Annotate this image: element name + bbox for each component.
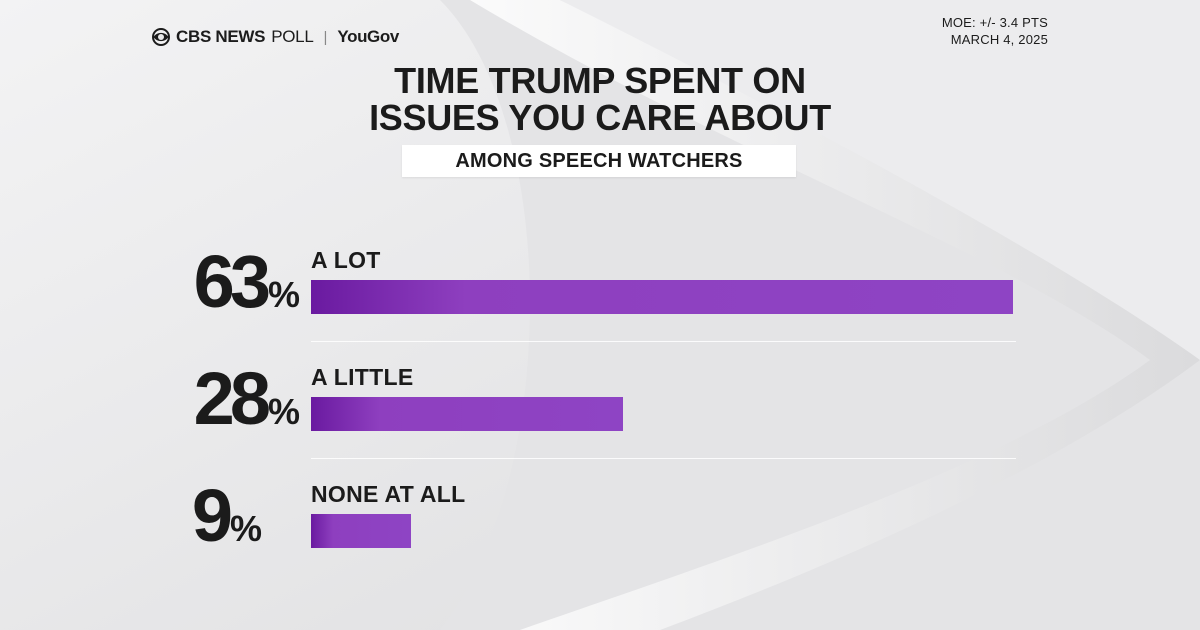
brand-logo: CBS NEWS POLL | YouGov (152, 26, 399, 48)
cbs-eye-icon (152, 28, 170, 46)
value-label: 28% (0, 356, 300, 441)
row-divider (311, 341, 1016, 342)
chart-title: TIME TRUMP SPENT ON ISSUES YOU CARE ABOU… (300, 62, 900, 136)
brand-poll: POLL (271, 27, 314, 46)
brand-cbs-news: CBS NEWS (176, 27, 266, 46)
chart-subtitle: AMONG SPEECH WATCHERS (402, 145, 796, 177)
value-number: 63 (193, 240, 271, 323)
poll-meta: MOE: +/- 3.4 PTS MARCH 4, 2025 (942, 14, 1048, 48)
value-percent-sign: % (229, 508, 262, 549)
value-number: 28 (193, 357, 271, 440)
row-divider (311, 458, 1016, 459)
value-percent-sign: % (267, 274, 300, 315)
brand-yougov: YouGov (337, 27, 399, 46)
category-label: A LITTLE (311, 364, 414, 390)
value-label: 63% (0, 239, 300, 324)
bar (311, 397, 623, 431)
category-label: A LOT (311, 247, 381, 273)
value-percent-sign: % (267, 391, 300, 432)
bar (311, 514, 411, 548)
bar (311, 280, 1013, 314)
margin-of-error: MOE: +/- 3.4 PTS (941, 15, 1048, 30)
category-label: NONE AT ALL (311, 481, 466, 507)
poll-date: MARCH 4, 2025 (950, 32, 1048, 47)
value-label: 9% (0, 473, 262, 558)
value-number: 9 (191, 474, 233, 557)
brand-separator: | (323, 28, 328, 46)
chart-title-line-2: ISSUES YOU CARE ABOUT (369, 97, 831, 138)
chart-title-line-1: TIME TRUMP SPENT ON (394, 60, 806, 101)
